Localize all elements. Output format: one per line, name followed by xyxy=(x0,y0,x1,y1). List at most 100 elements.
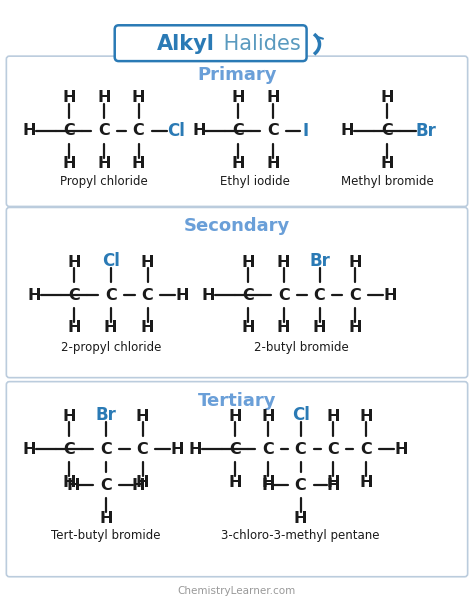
Text: H: H xyxy=(231,91,245,106)
Text: H: H xyxy=(294,510,307,525)
Text: H: H xyxy=(383,288,397,303)
Text: Br: Br xyxy=(309,252,330,270)
Text: 2-propyl chloride: 2-propyl chloride xyxy=(61,341,161,355)
Text: H: H xyxy=(228,409,242,424)
Text: H: H xyxy=(189,442,202,457)
Text: C: C xyxy=(137,442,148,457)
Text: C: C xyxy=(381,123,393,138)
Text: C: C xyxy=(360,442,372,457)
Text: 3-chloro-3-methyl pentane: 3-chloro-3-methyl pentane xyxy=(221,530,380,542)
Text: H: H xyxy=(62,156,76,171)
Text: C: C xyxy=(63,442,75,457)
Text: H: H xyxy=(67,255,81,269)
Text: H: H xyxy=(241,320,255,335)
Text: H: H xyxy=(266,91,280,106)
Text: C: C xyxy=(278,288,290,303)
Text: H: H xyxy=(66,478,80,493)
Text: C: C xyxy=(68,288,80,303)
Text: H: H xyxy=(231,156,245,171)
Text: C: C xyxy=(229,442,241,457)
Text: H: H xyxy=(67,320,81,335)
FancyBboxPatch shape xyxy=(6,56,468,207)
Text: Cl: Cl xyxy=(167,122,185,140)
Text: C: C xyxy=(267,123,279,138)
Text: C: C xyxy=(232,123,244,138)
Text: Ethyl iodide: Ethyl iodide xyxy=(220,175,290,188)
Text: ChemistryLearner.com: ChemistryLearner.com xyxy=(178,586,296,596)
Text: H: H xyxy=(277,320,291,335)
Text: Tertiary: Tertiary xyxy=(198,391,276,410)
Text: Tert-butyl bromide: Tert-butyl bromide xyxy=(51,530,161,542)
Text: C: C xyxy=(98,123,109,138)
Text: H: H xyxy=(228,475,242,490)
Text: H: H xyxy=(132,156,146,171)
Text: H: H xyxy=(359,409,373,424)
Text: Methyl bromide: Methyl bromide xyxy=(341,175,434,188)
Text: H: H xyxy=(132,478,146,493)
Text: H: H xyxy=(62,409,76,424)
Text: H: H xyxy=(22,442,36,457)
Text: H: H xyxy=(97,156,110,171)
Text: H: H xyxy=(136,475,149,490)
Text: H: H xyxy=(327,409,340,424)
Text: H: H xyxy=(132,91,146,106)
Text: H: H xyxy=(348,320,362,335)
Text: Br: Br xyxy=(95,406,116,425)
Text: H: H xyxy=(62,475,76,490)
Text: C: C xyxy=(142,288,154,303)
Text: C: C xyxy=(63,123,75,138)
Text: Halides: Halides xyxy=(217,34,301,54)
Text: H: H xyxy=(175,288,189,303)
Text: C: C xyxy=(100,478,112,493)
Text: H: H xyxy=(99,510,112,525)
Text: Primary: Primary xyxy=(197,66,277,84)
Text: C: C xyxy=(328,442,339,457)
Text: C: C xyxy=(314,288,325,303)
Text: H: H xyxy=(171,442,184,457)
Text: I: I xyxy=(302,122,309,140)
Text: C: C xyxy=(242,288,254,303)
Text: H: H xyxy=(327,478,340,493)
FancyBboxPatch shape xyxy=(6,382,468,577)
Text: H: H xyxy=(394,442,408,457)
Text: H: H xyxy=(359,475,373,490)
Text: H: H xyxy=(27,288,41,303)
Text: H: H xyxy=(380,91,394,106)
Text: H: H xyxy=(62,91,76,106)
Text: H: H xyxy=(327,475,340,490)
Text: 2-butyl bromide: 2-butyl bromide xyxy=(254,341,349,355)
Text: C: C xyxy=(295,478,307,493)
Text: H: H xyxy=(277,255,291,269)
Text: H: H xyxy=(261,478,274,493)
Text: H: H xyxy=(241,255,255,269)
Text: Br: Br xyxy=(415,122,437,140)
Text: C: C xyxy=(349,288,361,303)
Text: H: H xyxy=(313,320,326,335)
Text: H: H xyxy=(136,409,149,424)
Text: Cl: Cl xyxy=(292,406,310,425)
Text: C: C xyxy=(133,123,145,138)
FancyBboxPatch shape xyxy=(6,207,468,378)
Text: C: C xyxy=(105,288,117,303)
Text: C: C xyxy=(100,442,112,457)
Text: H: H xyxy=(141,255,154,269)
Text: H: H xyxy=(201,288,215,303)
Text: C: C xyxy=(262,442,273,457)
Text: H: H xyxy=(380,156,394,171)
Text: H: H xyxy=(192,123,206,138)
Text: Secondary: Secondary xyxy=(184,217,290,236)
Text: H: H xyxy=(22,123,36,138)
Text: H: H xyxy=(348,255,362,269)
Text: Propyl chloride: Propyl chloride xyxy=(60,175,148,188)
Text: H: H xyxy=(97,91,110,106)
Text: H: H xyxy=(261,475,274,490)
Text: H: H xyxy=(104,320,118,335)
Text: H: H xyxy=(261,409,274,424)
Text: H: H xyxy=(141,320,154,335)
Text: H: H xyxy=(266,156,280,171)
Text: H: H xyxy=(341,123,354,138)
Text: C: C xyxy=(295,442,307,457)
Text: Cl: Cl xyxy=(102,252,119,270)
FancyBboxPatch shape xyxy=(115,25,307,61)
Text: Alkyl: Alkyl xyxy=(157,34,215,54)
